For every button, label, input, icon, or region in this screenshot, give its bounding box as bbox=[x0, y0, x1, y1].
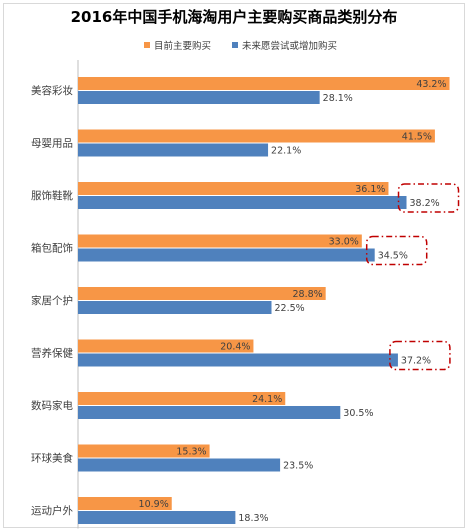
data-label-series-2: 23.5% bbox=[283, 461, 313, 472]
bar-series-2 bbox=[78, 91, 320, 104]
data-label-series-1: 41.5% bbox=[402, 132, 432, 143]
bar-series-1 bbox=[78, 444, 210, 458]
chart-title: 2016年中国手机海淘用户主要购买商品类别分布 bbox=[71, 8, 398, 26]
highlight-box bbox=[365, 235, 428, 266]
bar-series-2 bbox=[78, 353, 398, 367]
bar-series-1 bbox=[78, 497, 172, 510]
data-label-series-2: 30.5% bbox=[343, 408, 373, 419]
data-label-series-1: 43.2% bbox=[416, 79, 446, 90]
bar-series-1 bbox=[78, 182, 389, 195]
category-label: 运动户外 bbox=[31, 504, 73, 517]
bar-series-2 bbox=[78, 301, 272, 314]
data-label-series-2: 28.1% bbox=[323, 93, 353, 104]
data-label-series-2: 37.2% bbox=[401, 356, 431, 367]
highlight-box bbox=[389, 340, 451, 371]
data-label-series-1: 10.9% bbox=[139, 499, 169, 510]
data-label-series-2: 38.2% bbox=[410, 198, 440, 209]
data-label-series-2: 34.5% bbox=[378, 251, 408, 262]
category-label: 家居个护 bbox=[31, 294, 73, 307]
bar-series-2 bbox=[78, 458, 281, 472]
category-label: 服饰鞋靴 bbox=[31, 189, 73, 202]
data-label-series-1: 28.8% bbox=[292, 289, 322, 300]
category-label: 环球美食 bbox=[31, 452, 73, 465]
bar-series-2 bbox=[78, 248, 375, 262]
legend: 目前主要购买 未来愿尝试或增加购买 bbox=[144, 40, 337, 52]
bar-series-1 bbox=[78, 287, 326, 300]
bar-series-1 bbox=[78, 77, 450, 90]
category-label: 营养保健 bbox=[31, 347, 73, 360]
legend-label-series-1: 目前主要购买 bbox=[154, 40, 211, 52]
bar-series-1 bbox=[78, 392, 286, 405]
data-label-series-1: 15.3% bbox=[176, 447, 206, 458]
bar-series-1 bbox=[78, 339, 254, 353]
data-label-series-2: 22.5% bbox=[275, 303, 305, 314]
bar-series-1 bbox=[78, 234, 362, 248]
legend-swatch-series-2 bbox=[232, 42, 238, 48]
category-label: 数码家电 bbox=[31, 399, 73, 412]
legend-label-series-2: 未来愿尝试或增加购买 bbox=[242, 40, 337, 52]
data-label-series-2: 22.1% bbox=[271, 146, 301, 157]
category-label: 美容彩妆 bbox=[31, 84, 73, 97]
bar-series-2 bbox=[78, 196, 407, 209]
bar-series-1 bbox=[78, 129, 435, 143]
data-label-series-2: 18.3% bbox=[238, 513, 268, 524]
data-label-series-1: 24.1% bbox=[252, 394, 282, 405]
chart-frame bbox=[3, 3, 465, 528]
highlight-box bbox=[397, 183, 460, 213]
data-label-series-1: 33.0% bbox=[329, 237, 359, 248]
bar-series-2 bbox=[78, 406, 341, 419]
bar-series-2 bbox=[78, 143, 269, 157]
data-label-series-1: 20.4% bbox=[220, 342, 250, 353]
data-label-series-1: 36.1% bbox=[355, 184, 385, 195]
category-label: 母婴用品 bbox=[31, 138, 73, 150]
category-label: 箱包配饰 bbox=[31, 242, 73, 255]
legend-swatch-series-1 bbox=[144, 42, 150, 48]
bar-series-2 bbox=[78, 511, 236, 524]
